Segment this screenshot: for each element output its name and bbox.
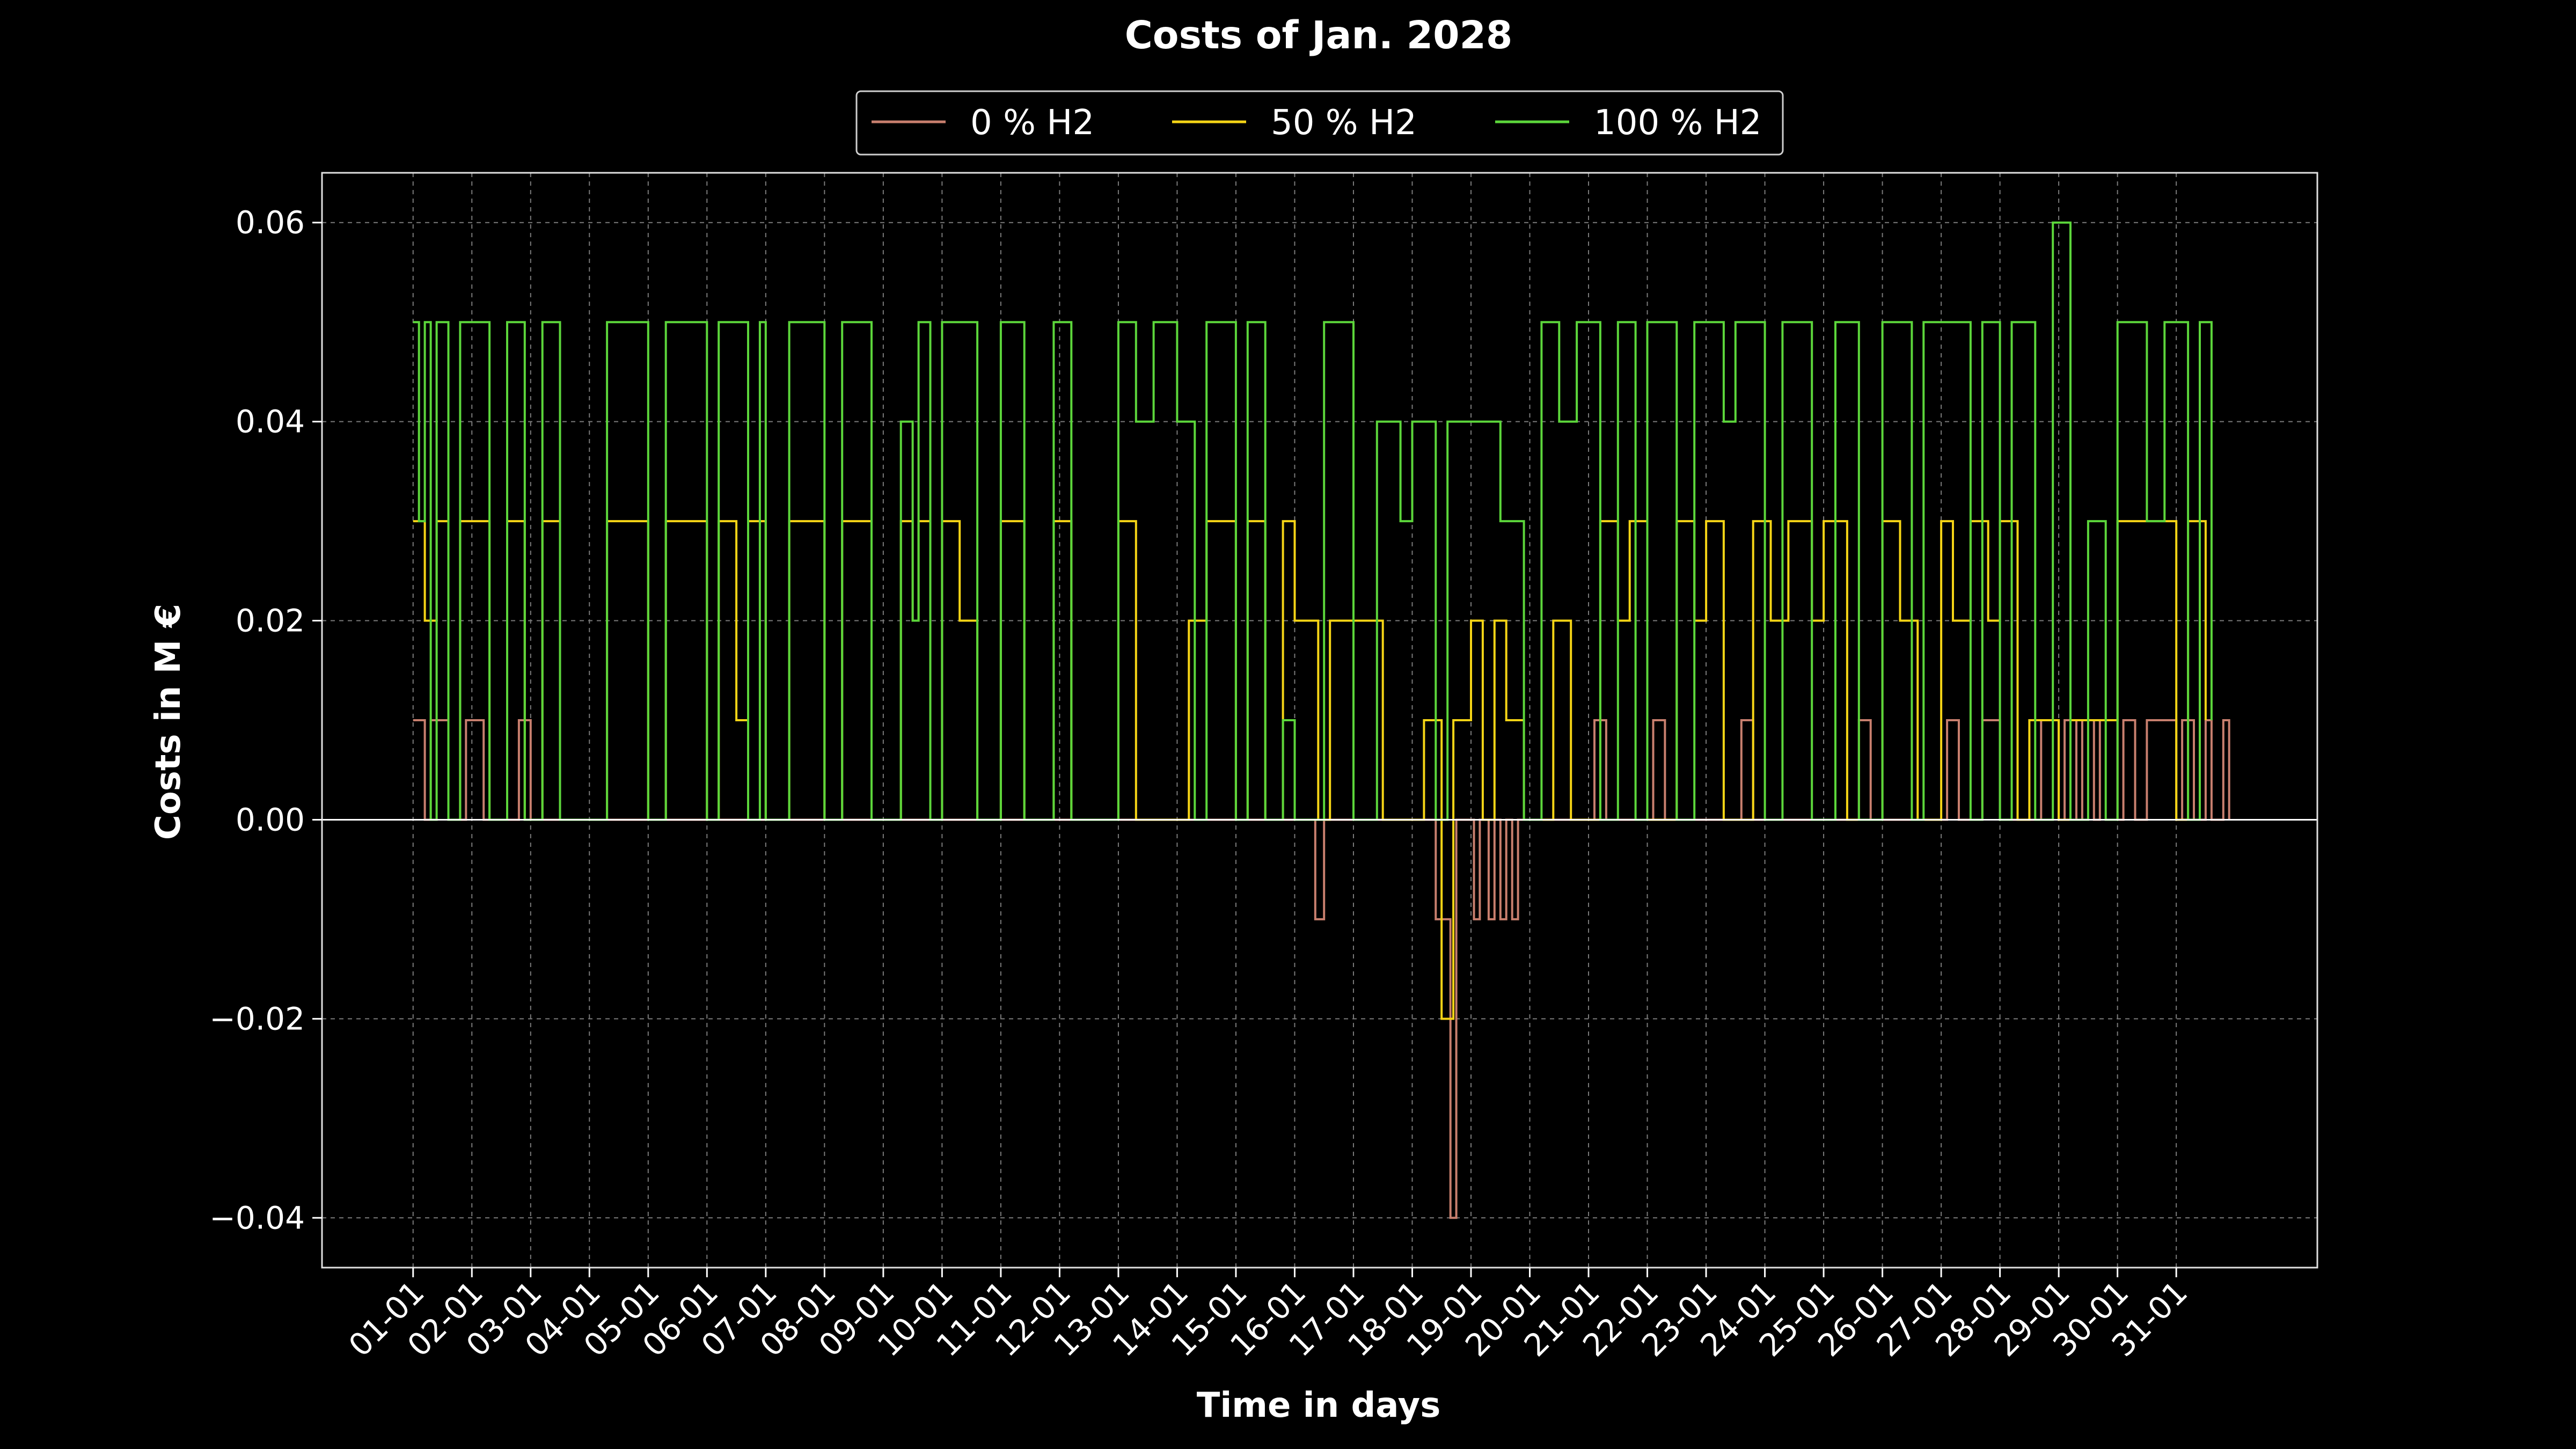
y-ticks: −0.04 −0.02 0.00 0.02 0.04 0.06 xyxy=(209,204,322,1236)
chart-title: Costs of Jan. 2028 xyxy=(1125,13,1513,57)
series-line-0 xyxy=(413,719,2230,1219)
series-line-2 xyxy=(413,221,2213,821)
legend-label-1: 50 % H2 xyxy=(1271,103,1417,143)
y-tick-label: 0.02 xyxy=(236,603,305,639)
legend: 0 % H2 50 % H2 100 % H2 xyxy=(855,90,1784,156)
x-axis-label: Time in days xyxy=(1197,1386,1441,1425)
series-line-1 xyxy=(413,520,2207,1020)
y-tick-label: 0.06 xyxy=(236,204,305,241)
y-tick-label: −0.04 xyxy=(209,1199,305,1236)
y-tick-label: −0.02 xyxy=(209,1000,305,1037)
legend-label-0: 0 % H2 xyxy=(970,103,1094,143)
legend-label-2: 100 % H2 xyxy=(1594,103,1762,143)
y-tick-label: 0.00 xyxy=(236,801,305,838)
y-axis-label: Costs in M € xyxy=(149,604,188,840)
legend-frame xyxy=(855,90,1784,156)
x-ticks: 01-0102-0103-0104-0105-0106-0107-0108-01… xyxy=(341,1268,2194,1364)
series-layer xyxy=(413,221,2230,1219)
plot-frame xyxy=(321,172,2318,1269)
y-tick-label: 0.04 xyxy=(236,404,305,440)
